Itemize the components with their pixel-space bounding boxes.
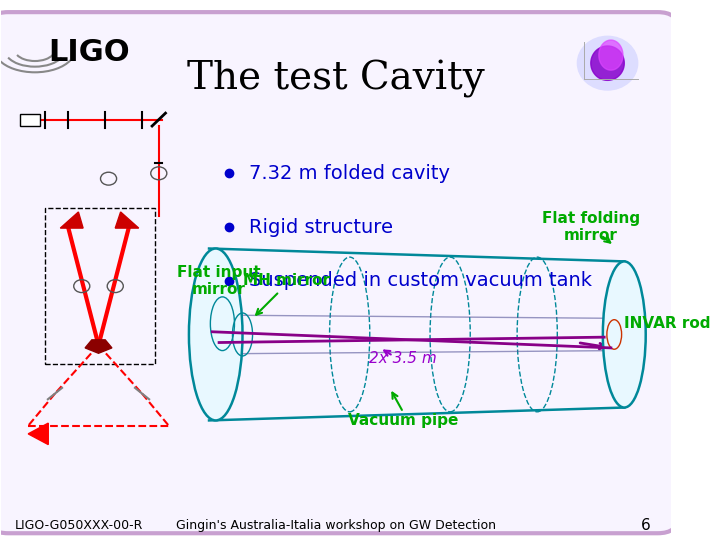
Text: Suspended in custom vacuum tank: Suspended in custom vacuum tank [249,271,593,290]
Polygon shape [28,423,48,444]
Text: Rigid structure: Rigid structure [249,218,393,237]
FancyBboxPatch shape [0,12,678,533]
Polygon shape [591,46,624,80]
Text: LIGO: LIGO [48,38,130,67]
Polygon shape [85,340,112,353]
Polygon shape [60,212,83,228]
Text: Vacuum pipe: Vacuum pipe [348,413,459,428]
Text: 6: 6 [642,518,651,532]
Ellipse shape [603,261,646,408]
FancyBboxPatch shape [20,114,40,126]
Ellipse shape [189,248,243,421]
Text: 2x 3.5 m: 2x 3.5 m [369,351,437,366]
Text: LIGO-G050XXX-00-R: LIGO-G050XXX-00-R [15,519,143,532]
Polygon shape [599,40,623,70]
Text: Flat input
mirror: Flat input mirror [177,265,261,297]
Text: Gingin's Australia-Italia workshop on GW Detection: Gingin's Australia-Italia workshop on GW… [176,519,496,532]
Text: 7.32 m folded cavity: 7.32 m folded cavity [249,164,450,183]
Text: INVAR rod: INVAR rod [624,316,711,331]
Text: MH mirror: MH mirror [243,273,330,288]
Ellipse shape [577,36,638,90]
Text: The test Cavity: The test Cavity [187,60,485,98]
Text: Flat folding
mirror: Flat folding mirror [541,211,640,243]
Polygon shape [115,212,139,228]
